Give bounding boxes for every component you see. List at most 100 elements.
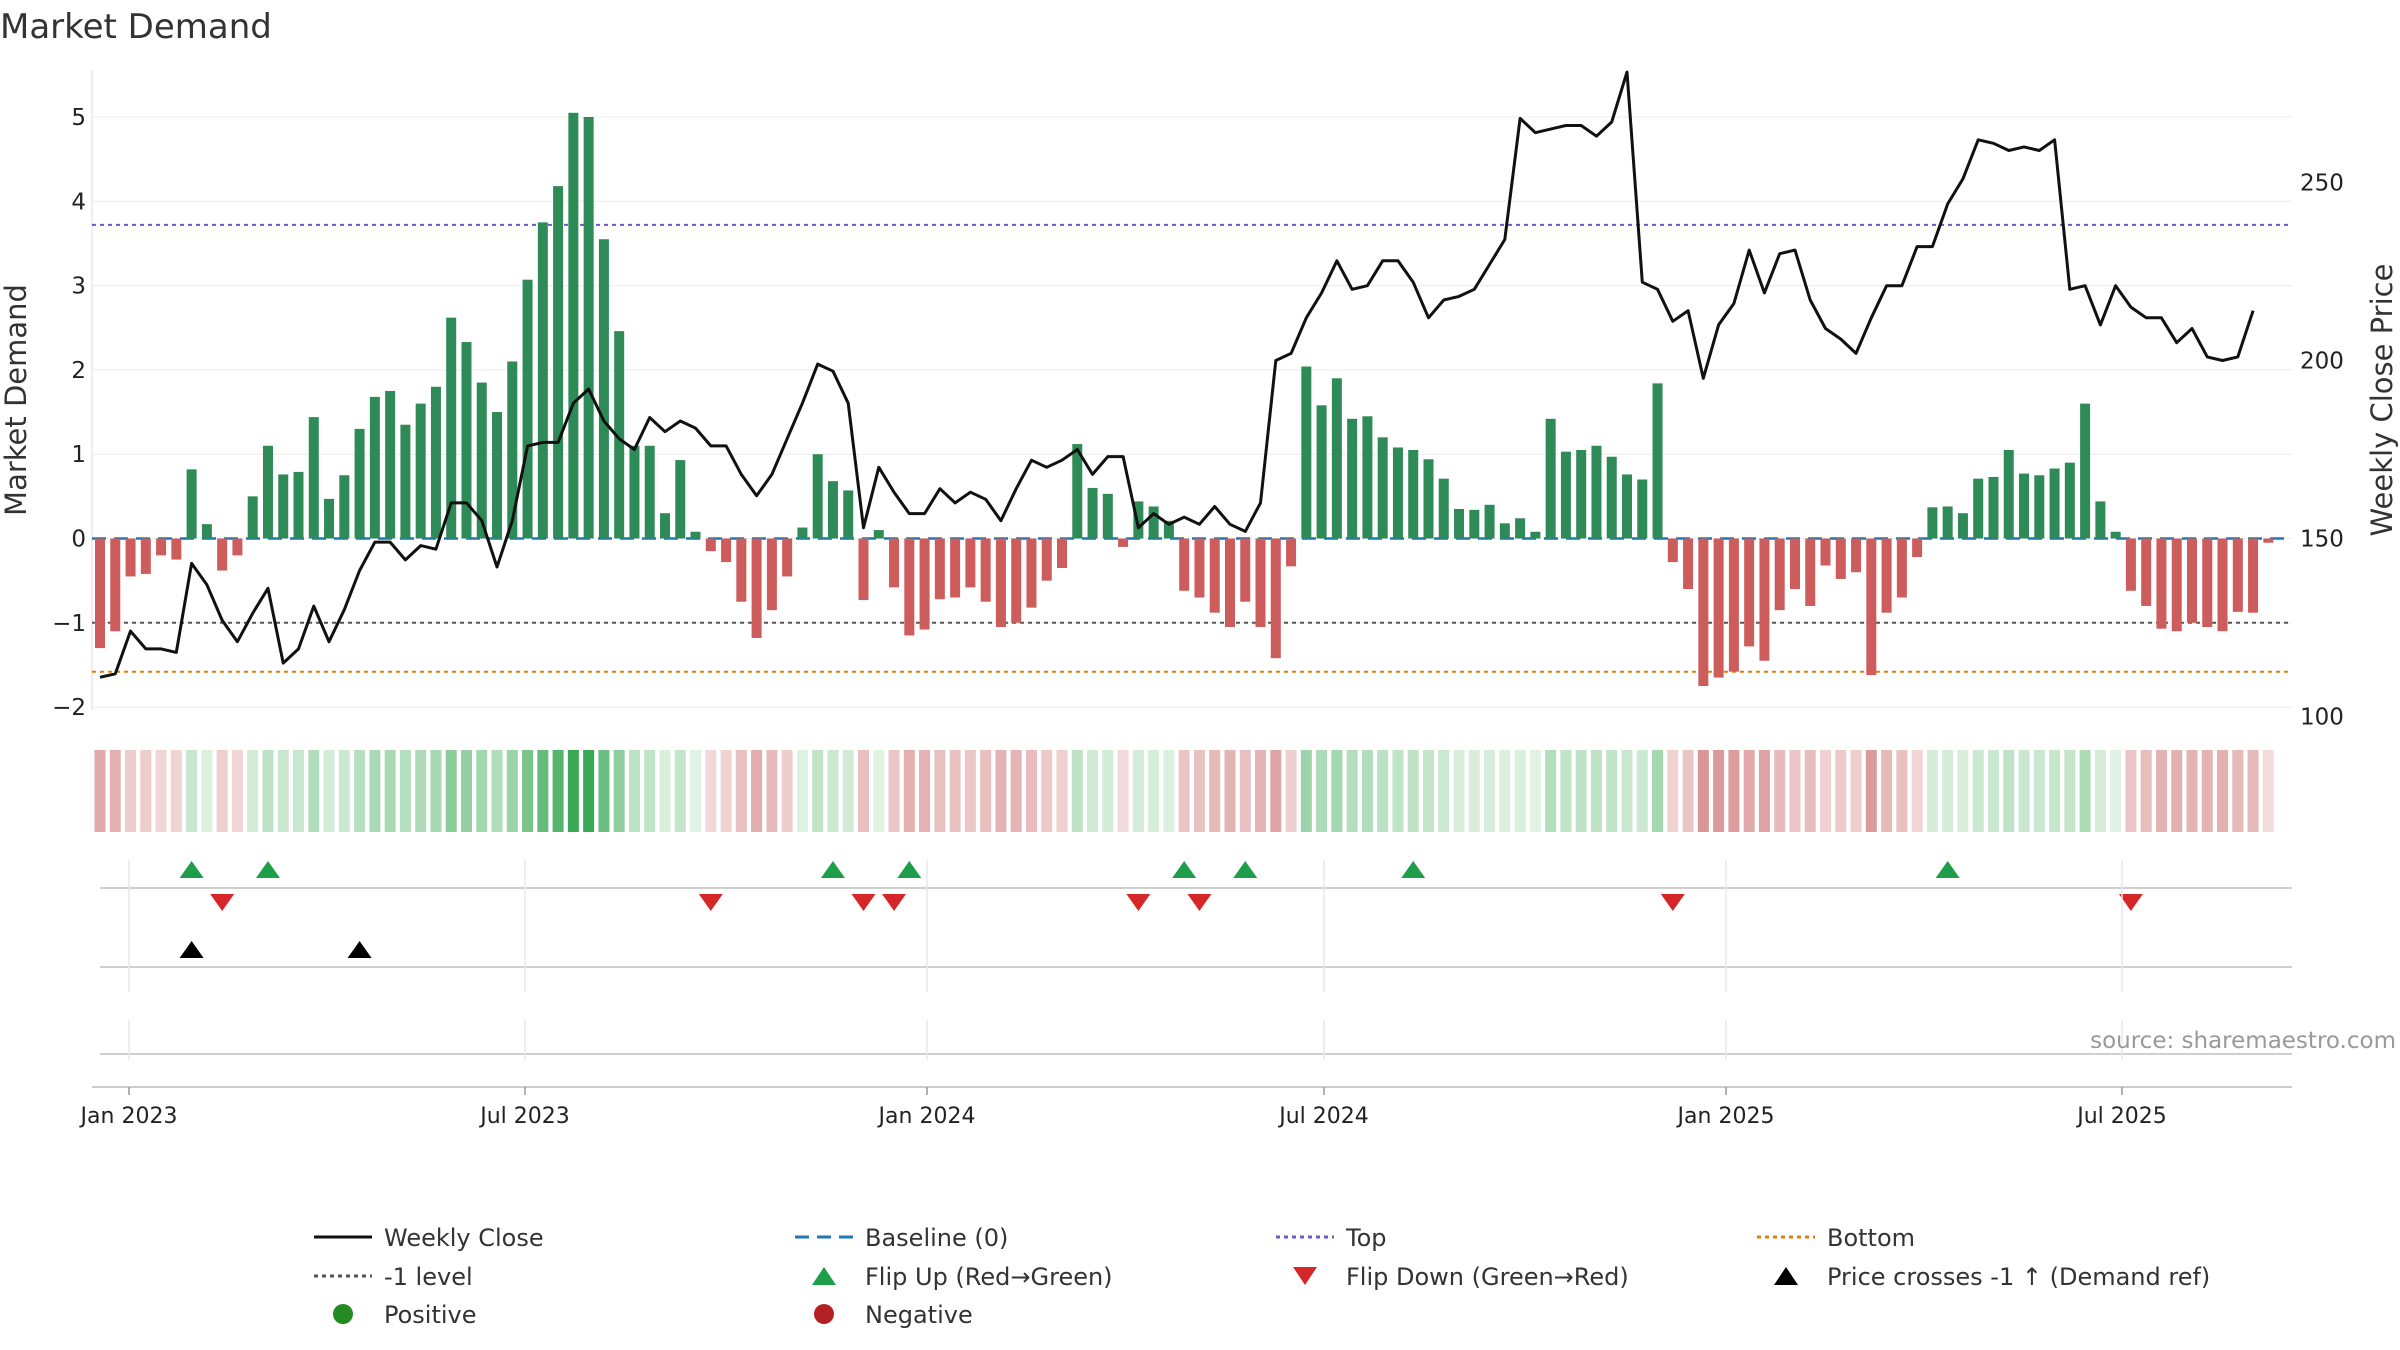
flip-down-marker [698, 894, 723, 911]
demand-bar-negative [2141, 538, 2152, 606]
demand-bar-positive [1423, 459, 1434, 539]
heat-cell [812, 750, 824, 832]
flip-up-marker [897, 861, 922, 878]
heat-cell [1010, 750, 1022, 832]
demand-bar-positive [675, 460, 686, 539]
legend-swatch-dot [333, 1304, 353, 1324]
y-tick-label: 5 [71, 105, 86, 131]
demand-bar-negative [1255, 538, 1266, 628]
heat-cell [1621, 750, 1633, 832]
heat-cell [262, 750, 274, 832]
demand-bar-negative [2248, 538, 2259, 613]
heat-cell [1056, 750, 1068, 832]
demand-bar-positive [1973, 478, 1984, 539]
heat-cell [2217, 750, 2229, 832]
heat-cell [2232, 750, 2244, 832]
x-tick-label: Jul 2023 [478, 1104, 570, 1129]
heat-cell [659, 750, 671, 832]
heat-cell [1377, 750, 1389, 832]
demand-bar-positive [614, 331, 625, 539]
y2-tick-label: 150 [2300, 527, 2344, 553]
demand-bar-negative [766, 538, 777, 611]
demand-bar-negative [171, 538, 182, 560]
heat-cell [1071, 750, 1083, 832]
heat-cell [2186, 750, 2198, 832]
demand-bar-positive [430, 386, 441, 539]
heat-cell [170, 750, 182, 832]
heat-cell [781, 750, 793, 832]
heat-cell [247, 750, 259, 832]
demand-bar-negative [2156, 538, 2167, 629]
demand-bar-negative [934, 538, 945, 600]
y2-tick-label: 100 [2300, 705, 2344, 731]
heat-cell [964, 750, 976, 832]
y2-axis-label: Weekly Close Price [2365, 264, 2399, 537]
demand-bar-positive [1530, 531, 1541, 539]
flip-up-marker [255, 861, 280, 878]
demand-bar-positive [843, 490, 854, 539]
heat-cell [125, 750, 137, 832]
y2-tick-label: 250 [2300, 171, 2344, 197]
heat-cell [1789, 750, 1801, 832]
demand-bar-positive [2034, 475, 2045, 539]
heat-cell [980, 750, 992, 832]
demand-bar-positive [537, 222, 548, 539]
heat-cell [1193, 750, 1205, 832]
heat-cell [537, 750, 549, 832]
price-cross-marker [179, 941, 204, 958]
heat-cell [2247, 750, 2259, 832]
heat-cell [583, 750, 595, 832]
demand-bar-positive [1942, 506, 1953, 539]
flip-down-marker [1660, 894, 1685, 911]
heat-cell [491, 750, 503, 832]
demand-bar-positive [2049, 468, 2060, 539]
heat-cell [2003, 750, 2015, 832]
heat-cell [1774, 750, 1786, 832]
heat-cell [949, 750, 961, 832]
demand-bar-positive [476, 382, 487, 539]
demand-bar-positive [1652, 383, 1663, 539]
heat-cell [1835, 750, 1847, 832]
heat-cell [1529, 750, 1541, 832]
demand-bar-negative [1194, 538, 1205, 598]
legend-swatch-triangle-up [1774, 1267, 1798, 1285]
flip-down-marker [1126, 894, 1151, 911]
demand-bar-negative [705, 538, 716, 552]
legend-label: Flip Up (Red→Green) [865, 1263, 1113, 1291]
heat-cell [186, 750, 198, 832]
heat-cell [1911, 750, 1923, 832]
heat-cell [155, 750, 167, 832]
demand-bar-negative [1759, 538, 1770, 661]
demand-bar-positive [1469, 509, 1480, 539]
demand-bar-negative [965, 538, 976, 588]
heat-cell [1484, 750, 1496, 832]
demand-bar-negative [919, 538, 930, 630]
heat-cell [1087, 750, 1099, 832]
heat-cell [1148, 750, 1160, 832]
heat-cell [1392, 750, 1404, 832]
demand-bar-negative [1667, 538, 1678, 563]
heat-cell [1606, 750, 1618, 832]
heat-cell [1972, 750, 1984, 832]
heat-cell [2064, 750, 2076, 832]
demand-bar-positive [1484, 504, 1495, 539]
heat-cell [1758, 750, 1770, 832]
heat-cell [552, 750, 564, 832]
demand-bar-negative [2263, 538, 2274, 543]
demand-bar-negative [751, 538, 762, 638]
demand-bar-positive [400, 424, 411, 539]
flip-up-marker [1935, 861, 1960, 878]
heat-cell [766, 750, 778, 832]
demand-bar-negative [858, 538, 869, 601]
demand-bar-positive [1622, 474, 1632, 539]
heat-cell [476, 750, 488, 832]
heat-cell [934, 750, 946, 832]
heat-cell [2110, 750, 2122, 832]
y-axis-left: 5 4 3 2 1 0 −1 −2 [52, 105, 86, 721]
heat-cell [1865, 750, 1877, 832]
demand-bar-negative [2232, 538, 2243, 612]
demand-bar-negative [1026, 538, 1037, 608]
legend-label: Bottom [1827, 1224, 1915, 1252]
y-axis-right: 250 200 150 100 [2300, 171, 2344, 731]
heat-cell [354, 750, 366, 832]
